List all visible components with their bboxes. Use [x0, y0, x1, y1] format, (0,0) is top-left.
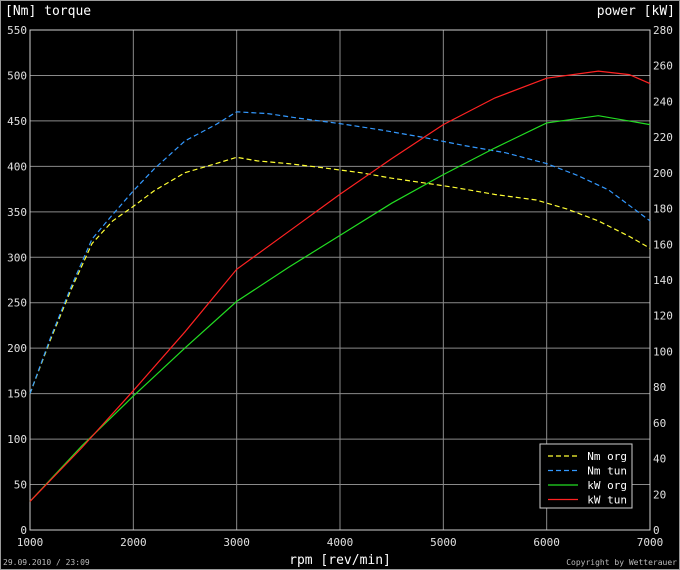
legend-label-kw-org: kW org: [587, 479, 627, 492]
series-line-kw-org: [29, 115, 651, 502]
series-line-kw-tun: [29, 70, 651, 502]
y-right-tick-label: 40: [653, 453, 666, 466]
legend-label-kw-tun: kW tun: [587, 494, 627, 507]
y-right-tick-label: 60: [653, 417, 666, 430]
x-axis-title: rpm [rev/min]: [289, 553, 391, 568]
y-right-tick-label: 0: [653, 524, 660, 537]
footer-copyright: Copyright by Wetterauer: [566, 558, 677, 567]
y-right-tick-label: 120: [653, 310, 673, 323]
plot-border: [29, 29, 651, 531]
series-layer: [29, 70, 651, 502]
y-left-tick-label: 550: [7, 24, 27, 37]
y-left-tick-label: 250: [7, 297, 27, 310]
legend-label-nm-org: Nm org: [587, 450, 627, 463]
y-right-tick-label: 180: [653, 203, 673, 216]
y-left-tick-label: 100: [7, 433, 27, 446]
y-left-tick-label: 500: [7, 69, 27, 82]
y-right-tick-label: 280: [653, 24, 673, 37]
x-tick-label: 3000: [223, 536, 250, 549]
y-left-tick-label: 400: [7, 160, 27, 173]
y-right-tick-label: 20: [653, 488, 666, 501]
y-right-tick-label: 100: [653, 345, 673, 358]
y-right-tick-label: 260: [653, 60, 673, 73]
legend-label-nm-tun: Nm tun: [587, 465, 627, 478]
series-line-nm-org: [29, 156, 651, 394]
left-axis-title: [Nm] torque: [5, 4, 91, 19]
x-tick-label: 5000: [430, 536, 457, 549]
x-tick-label: 1000: [17, 536, 44, 549]
y-right-tick-label: 160: [653, 238, 673, 251]
y-left-tick-label: 350: [7, 206, 27, 219]
y-right-tick-label: 220: [653, 131, 673, 144]
tick-labels: 0 50 100 150 200 250 300 350 400 450 500 550 0 20 40 60…: [7, 24, 673, 549]
x-tick-label: 4000: [327, 536, 354, 549]
y-left-tick-label: 450: [7, 115, 27, 128]
y-left-tick-label: 0: [20, 524, 27, 537]
y-left-tick-label: 200: [7, 342, 27, 355]
y-left-tick-label: 300: [7, 251, 27, 264]
x-tick-label: 2000: [120, 536, 147, 549]
y-right-tick-label: 140: [653, 274, 673, 287]
y-right-tick-label: 200: [653, 167, 673, 180]
y-left-tick-label: 50: [14, 479, 27, 492]
legend-box: [539, 443, 633, 509]
x-tick-label: 7000: [637, 536, 664, 549]
series-line-nm-tun: [29, 111, 651, 394]
y-left-tick-label: 150: [7, 388, 27, 401]
y-right-tick-label: 240: [653, 95, 673, 108]
y-right-tick-label: 80: [653, 381, 666, 394]
right-axis-title: power [kW]: [597, 4, 675, 19]
x-tick-label: 6000: [533, 536, 560, 549]
footer-timestamp: 29.09.2010 / 23:09: [3, 558, 90, 567]
